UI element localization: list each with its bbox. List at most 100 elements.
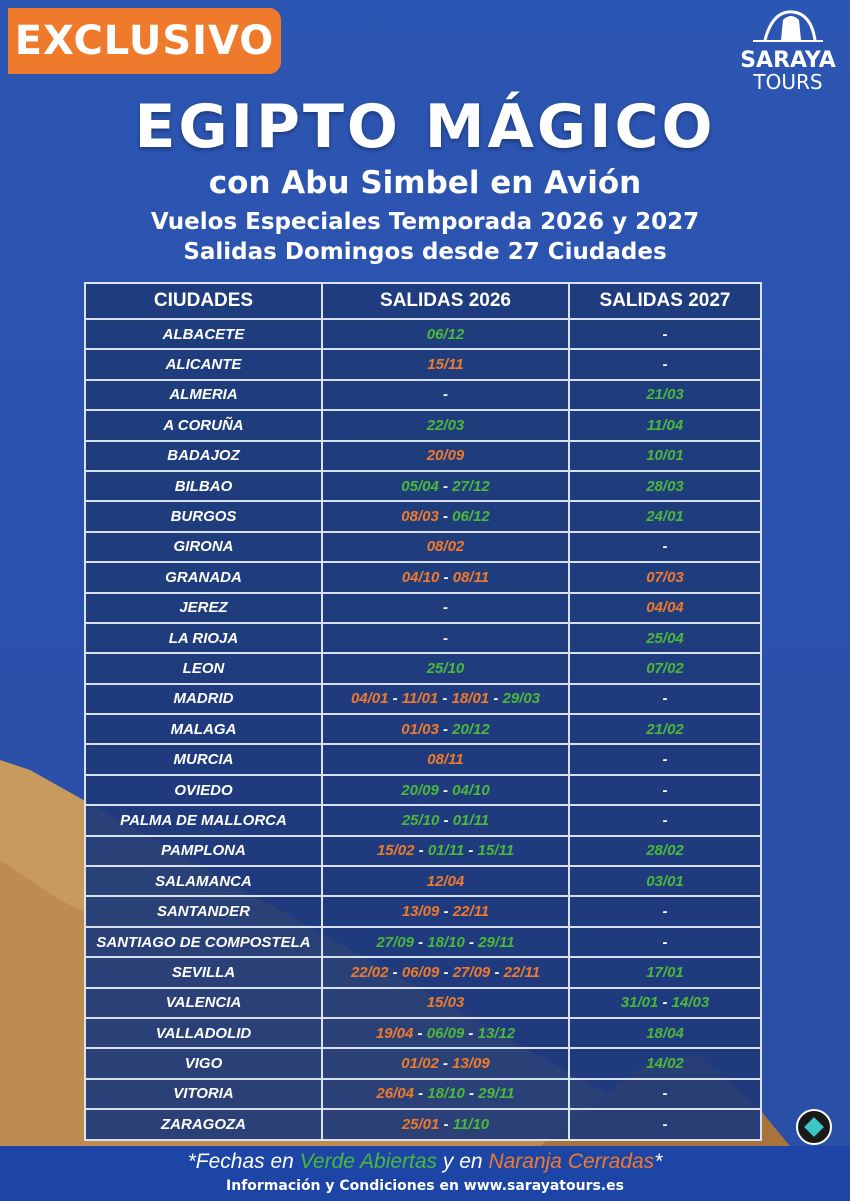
departure-date: 25/01 bbox=[401, 1115, 440, 1133]
departure-date: 18/04 bbox=[646, 1024, 684, 1042]
city-cell: SALAMANCA bbox=[84, 865, 323, 898]
departure-date: 04/04 bbox=[646, 599, 684, 617]
departure-date: 28/03 bbox=[646, 477, 684, 495]
departure-date: 15/03 bbox=[426, 994, 465, 1012]
dates-2026-cell: - bbox=[321, 621, 570, 655]
dates-2026-cell: 20/09 - 04/10 bbox=[321, 773, 570, 807]
city-cell: BADAJOZ bbox=[84, 439, 323, 472]
dates-2026-cell: 26/04 - 18/10 - 29/11 bbox=[321, 1077, 570, 1111]
city-cell: MALAGA bbox=[84, 713, 323, 746]
dates-2027-cell: 28/02 bbox=[568, 834, 762, 868]
dates-2027-cell: 21/02 bbox=[568, 713, 762, 746]
separator: - bbox=[388, 963, 402, 981]
dates-2027-cell: - bbox=[568, 1077, 762, 1111]
city-cell: ALMERIA bbox=[84, 378, 323, 412]
city-cell: BILBAO bbox=[84, 469, 323, 503]
departure-date: 20/12 bbox=[452, 720, 490, 738]
table-row: PAMPLONA 15/02 - 01/11 - 15/11 28/02 bbox=[84, 834, 762, 868]
table-row: ALBACETE 06/12 - bbox=[84, 317, 762, 351]
city-cell: ALICANTE bbox=[84, 348, 323, 381]
departure-date: 14/02 bbox=[646, 1055, 684, 1073]
legend-closed: Naranja Cerradas bbox=[488, 1150, 655, 1173]
table-row: GIRONA 08/02 - bbox=[84, 530, 762, 564]
dates-2027-cell: - bbox=[568, 348, 762, 381]
dates-2027-cell: 18/04 bbox=[568, 1016, 762, 1050]
dates-2027-cell: - bbox=[568, 773, 762, 807]
departure-date: 05/04 bbox=[401, 477, 439, 495]
separator: - bbox=[414, 842, 428, 860]
footer: *Fechas en Verde Abiertas y en Naranja C… bbox=[0, 1146, 850, 1201]
season-line: Vuelos Especiales Temporada 2026 y 2027 bbox=[150, 209, 700, 235]
departure-date: 13/09 bbox=[401, 903, 440, 921]
table-row: PALMA DE MALLORCA 25/10 - 01/11- bbox=[84, 804, 762, 837]
dates-2027-cell: - bbox=[568, 804, 762, 837]
dates-2027-cell: 03/01 bbox=[568, 865, 762, 898]
departure-date: 13/12 bbox=[477, 1024, 516, 1042]
floating-app-button[interactable] bbox=[796, 1109, 832, 1145]
separator: - bbox=[438, 781, 453, 799]
departure-date: 08/11 bbox=[427, 751, 464, 769]
departure-date: 04/01 bbox=[350, 690, 389, 708]
dates-2026-cell: 15/11 bbox=[321, 348, 570, 381]
dates-2026-cell: 01/03 - 20/12 bbox=[321, 713, 570, 746]
separator: - bbox=[438, 690, 452, 708]
departure-date: 07/03 bbox=[646, 568, 684, 586]
table-row: OVIEDO 20/09 - 04/10- bbox=[84, 773, 762, 807]
dates-2026-cell: 19/04 - 06/09 - 13/12 bbox=[321, 1016, 570, 1050]
dates-2026-cell: 15/02 - 01/11 - 15/11 bbox=[321, 834, 570, 868]
departure-date: - bbox=[443, 386, 448, 404]
departure-date: 14/03 bbox=[671, 994, 710, 1012]
table-row: SEVILLA 22/02 - 06/09 - 27/09 - 22/11 17/0… bbox=[84, 956, 762, 989]
dates-2027-cell: 14/02 bbox=[568, 1047, 762, 1080]
departure-date: - bbox=[662, 1085, 668, 1103]
pharaoh-logo-icon bbox=[753, 10, 823, 42]
departure-date: 25/04 bbox=[646, 629, 684, 647]
page-subtitle: con Abu Simbel en Avión bbox=[208, 165, 642, 201]
legend-part: y en bbox=[437, 1150, 489, 1173]
separator: - bbox=[439, 903, 453, 921]
dates-2027-cell: - bbox=[568, 682, 762, 716]
legend-open: Verde Abiertas bbox=[299, 1150, 438, 1173]
departure-date: 12/04 bbox=[426, 872, 465, 890]
dates-2027-cell: - bbox=[568, 317, 762, 351]
departure-date: 26/04 bbox=[376, 1085, 414, 1103]
separator: - bbox=[413, 1024, 427, 1042]
table-row: SALAMANCA 12/04 03/01 bbox=[84, 865, 762, 898]
dates-2027-cell: 07/02 bbox=[568, 652, 762, 685]
table-row: A CORUÑA 22/03 11/04 bbox=[84, 409, 762, 442]
city-cell: MURCIA bbox=[84, 743, 323, 776]
departure-date: 20/09 bbox=[426, 447, 465, 465]
departure-date: 20/09 bbox=[401, 781, 439, 799]
departure-date: 15/11 bbox=[477, 842, 515, 860]
departure-date: 01/11 bbox=[427, 842, 465, 860]
departure-date: 28/02 bbox=[646, 842, 684, 860]
header-2027: SALIDAS 2027 bbox=[568, 282, 762, 320]
legend-text: *Fechas en Verde Abiertas y en Naranja C… bbox=[0, 1150, 850, 1174]
separator: - bbox=[489, 690, 503, 708]
legend-part: * bbox=[654, 1150, 663, 1173]
city-cell: GIRONA bbox=[84, 530, 323, 564]
departure-date: 22/02 bbox=[350, 963, 389, 981]
dates-2026-cell: 06/12 bbox=[321, 317, 570, 351]
dates-2026-cell: - bbox=[321, 591, 570, 624]
header-cities: CIUDADES bbox=[84, 282, 323, 320]
departure-date: - bbox=[662, 1115, 668, 1133]
departure-date: 22/11 bbox=[452, 903, 490, 921]
table-row: GRANADA 04/10 - 08/11 07/03 bbox=[84, 561, 762, 594]
dates-2027-cell: 25/04 bbox=[568, 621, 762, 655]
dates-2027-cell: 17/01 bbox=[568, 956, 762, 989]
departures-table: CIUDADES SALIDAS 2026 SALIDAS 2027 ALBAC… bbox=[84, 282, 762, 1141]
dates-2026-cell: 25/10 - 01/11 bbox=[321, 804, 570, 837]
departure-date: 29/03 bbox=[502, 690, 541, 708]
departure-date: 21/03 bbox=[646, 386, 684, 404]
separator: - bbox=[464, 933, 479, 951]
dates-2026-cell: 22/03 bbox=[321, 409, 570, 442]
departure-date: 10/01 bbox=[646, 447, 684, 465]
dates-2026-cell: 22/02 - 06/09 - 27/09 - 22/11 bbox=[321, 956, 570, 989]
departure-date: 25/10 bbox=[426, 659, 465, 677]
city-cell: SANTIAGO DE COMPOSTELA bbox=[84, 925, 323, 959]
dates-2026-cell: 04/01 - 11/01 - 18/01 - 29/03 bbox=[321, 682, 570, 716]
dates-2027-cell: 31/01 - 14/03 bbox=[568, 986, 762, 1019]
dates-2027-cell: 04/04 bbox=[568, 591, 762, 624]
table-row: LEON 25/10 07/02 bbox=[84, 652, 762, 685]
